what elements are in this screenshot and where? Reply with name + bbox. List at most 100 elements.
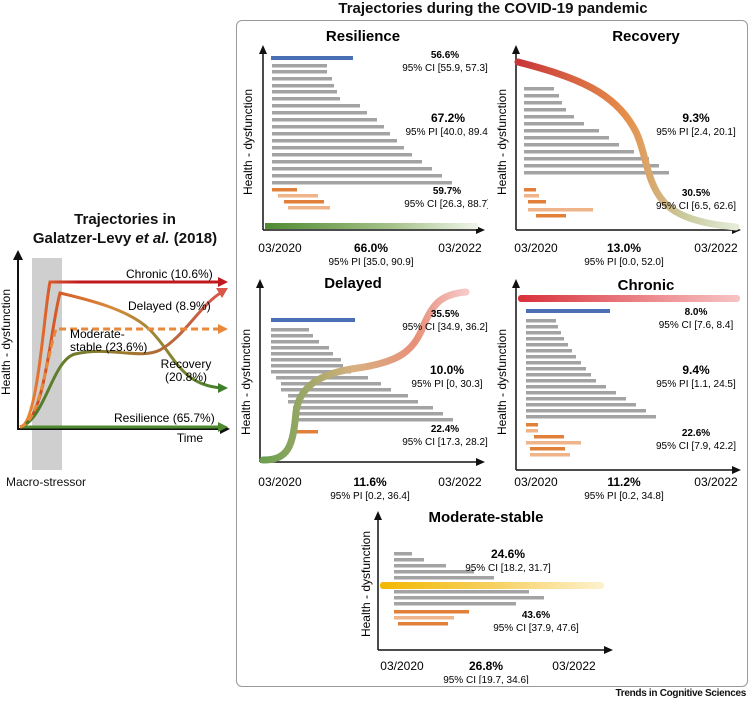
left-moderate-arrow — [218, 324, 228, 334]
delayed-grey-bar — [288, 394, 408, 398]
recovery-mid-ci: 95% PI [2.4, 20.1] — [656, 127, 736, 138]
resilience-bottom-pct: 66.0% — [354, 241, 388, 255]
delayed-x-axis-arrow — [476, 458, 485, 466]
chronic-orange-bar — [526, 429, 538, 433]
moderate-grey-bar — [394, 552, 412, 556]
recovery-orange-bars — [524, 188, 593, 218]
delayed-orange-bars — [296, 430, 318, 434]
main-panel-frame — [236, 20, 748, 687]
main-title: Trajectories during the COVID-19 pandemi… — [338, 0, 648, 17]
resilience-grey-bar — [272, 70, 327, 74]
left-recovery-arrow — [218, 383, 228, 393]
delayed-grey-bar — [298, 418, 453, 422]
moderate-x-axis-arrow — [604, 646, 613, 654]
chronic-orange-bar — [534, 435, 564, 439]
resilience-mid-pct: 67.2% — [431, 111, 465, 125]
moderate-top-ci: 95% CI [18.2, 31.7] — [465, 563, 551, 574]
resilience-grey-bar — [272, 132, 390, 136]
resilience-grey-bar — [272, 104, 360, 108]
chronic-x-end: 03/2022 — [694, 475, 738, 489]
left-title-year: (2018) — [169, 230, 218, 247]
resilience-grey-bar — [272, 153, 412, 157]
delayed-blue-bar — [271, 318, 355, 322]
recovery-x-end: 03/2022 — [694, 241, 738, 255]
recovery-grey-bar — [524, 87, 554, 91]
chronic-y-label: Health - dysfunction — [496, 329, 509, 435]
resilience-grey-bar — [272, 174, 442, 178]
chronic-grey-bar — [526, 355, 576, 359]
chronic-trajectory — [518, 295, 740, 302]
recovery-mid-pct: 9.3% — [682, 111, 710, 125]
moderate-orange-bars — [394, 610, 469, 626]
resilience-x-end: 03/2022 — [438, 241, 482, 255]
left-label-resilience: Resilience (65.7%) — [114, 411, 215, 425]
chronic-grey-bar — [526, 325, 558, 329]
resilience-x-axis-arrow — [476, 226, 485, 234]
moderate-x-end: 03/2022 — [552, 659, 596, 673]
delayed-grey-bar — [288, 400, 418, 404]
panel-moderate-stable: Moderate-stable Health - dysfunction 03/… — [359, 509, 613, 684]
resilience-grey-bar — [272, 90, 337, 94]
left-label-moderate-1: Moderate- — [70, 327, 125, 341]
recovery-grey-bar — [524, 122, 584, 126]
moderate-bottom-pct: 26.8% — [469, 659, 503, 673]
resilience-grey-bar — [272, 181, 452, 185]
resilience-grey-bar — [272, 111, 367, 115]
chronic-grey-bar — [526, 343, 568, 347]
moderate-grey-bar — [394, 570, 474, 574]
resilience-low-pct: 59.7% — [433, 186, 461, 197]
chronic-grey-bar — [526, 367, 586, 371]
resilience-y-axis-arrow — [259, 45, 267, 54]
delayed-grey-bar — [271, 352, 333, 356]
chronic-bottom-ci: 95% PI [0.2, 34.8] — [584, 491, 664, 502]
delayed-grey-bars — [271, 328, 453, 422]
delayed-top-pct: 35.5% — [431, 309, 459, 320]
left-title-line2: Galatzer-Levy et al. (2018) — [0, 229, 250, 248]
left-moderate-line — [19, 327, 222, 429]
left-label-chronic: Chronic (10.6%) — [126, 267, 213, 281]
panel-resilience: Resilience Health - dysfunction 03/2020 … — [241, 28, 488, 268]
delayed-title: Delayed — [324, 275, 382, 292]
recovery-low-pct: 30.5% — [682, 188, 710, 199]
left-title-etal: et al. — [135, 230, 170, 247]
recovery-grey-bar — [524, 150, 634, 154]
resilience-top-ci: 95% CI [55.9, 57.3] — [402, 63, 488, 74]
resilience-orange-bar — [278, 194, 318, 198]
recovery-grey-bar — [524, 143, 619, 147]
left-y-label: Health - dysfunction — [0, 289, 13, 395]
moderate-y-axis-arrow — [374, 511, 382, 520]
chronic-top-pct: 8.0% — [685, 307, 708, 318]
recovery-y-axis-arrow — [512, 45, 520, 54]
chronic-y-axis-arrow — [512, 279, 520, 288]
recovery-grey-bars — [524, 87, 669, 175]
moderate-low-ci: 95% CI [37.9, 47.6] — [493, 623, 579, 634]
left-chronic-arrow — [218, 277, 228, 287]
chronic-grey-bar — [526, 319, 556, 323]
moderate-bottom-ci: 95% CI [19.7, 34.6] — [443, 675, 529, 684]
panel-delayed: Delayed Health - dysfunction 03/2020 03/… — [239, 275, 488, 502]
resilience-y-label: Health - dysfunction — [241, 89, 255, 195]
delayed-mid-ci: 95% PI [0, 30.3] — [411, 379, 482, 390]
recovery-trajectory — [514, 58, 740, 231]
panel-recovery: Recovery Health - dysfunction 03/2020 03… — [496, 28, 741, 268]
delayed-grey-bar — [271, 328, 309, 332]
resilience-grey-bar — [272, 160, 422, 164]
delayed-y-axis-arrow — [256, 279, 264, 288]
moderate-low-pct: 43.6% — [522, 610, 550, 621]
chronic-low-ci: 95% CI [7.9, 42.2] — [656, 441, 736, 452]
resilience-x-start: 03/2020 — [258, 241, 302, 255]
delayed-grey-bar — [271, 358, 341, 362]
delayed-x-end: 03/2022 — [438, 475, 482, 489]
chronic-orange-bar — [530, 453, 570, 457]
resilience-top-pct: 56.6% — [431, 50, 459, 61]
chronic-grey-bar — [526, 361, 581, 365]
resilience-mid-ci: 95% PI [40.0, 89.4] — [405, 127, 488, 138]
left-schematic-chart: Health - dysfunction Time Chronic (10.6%… — [0, 250, 230, 470]
recovery-low-ci: 95% CI [6.5, 62.6] — [656, 201, 736, 212]
chronic-grey-bar — [526, 373, 591, 377]
moderate-title: Moderate-stable — [428, 509, 543, 526]
resilience-orange-bar — [272, 188, 297, 192]
resilience-orange-bars — [272, 188, 330, 210]
recovery-orange-bar — [524, 188, 536, 192]
delayed-top-ci: 95% CI [34.9, 36.2] — [402, 322, 488, 333]
